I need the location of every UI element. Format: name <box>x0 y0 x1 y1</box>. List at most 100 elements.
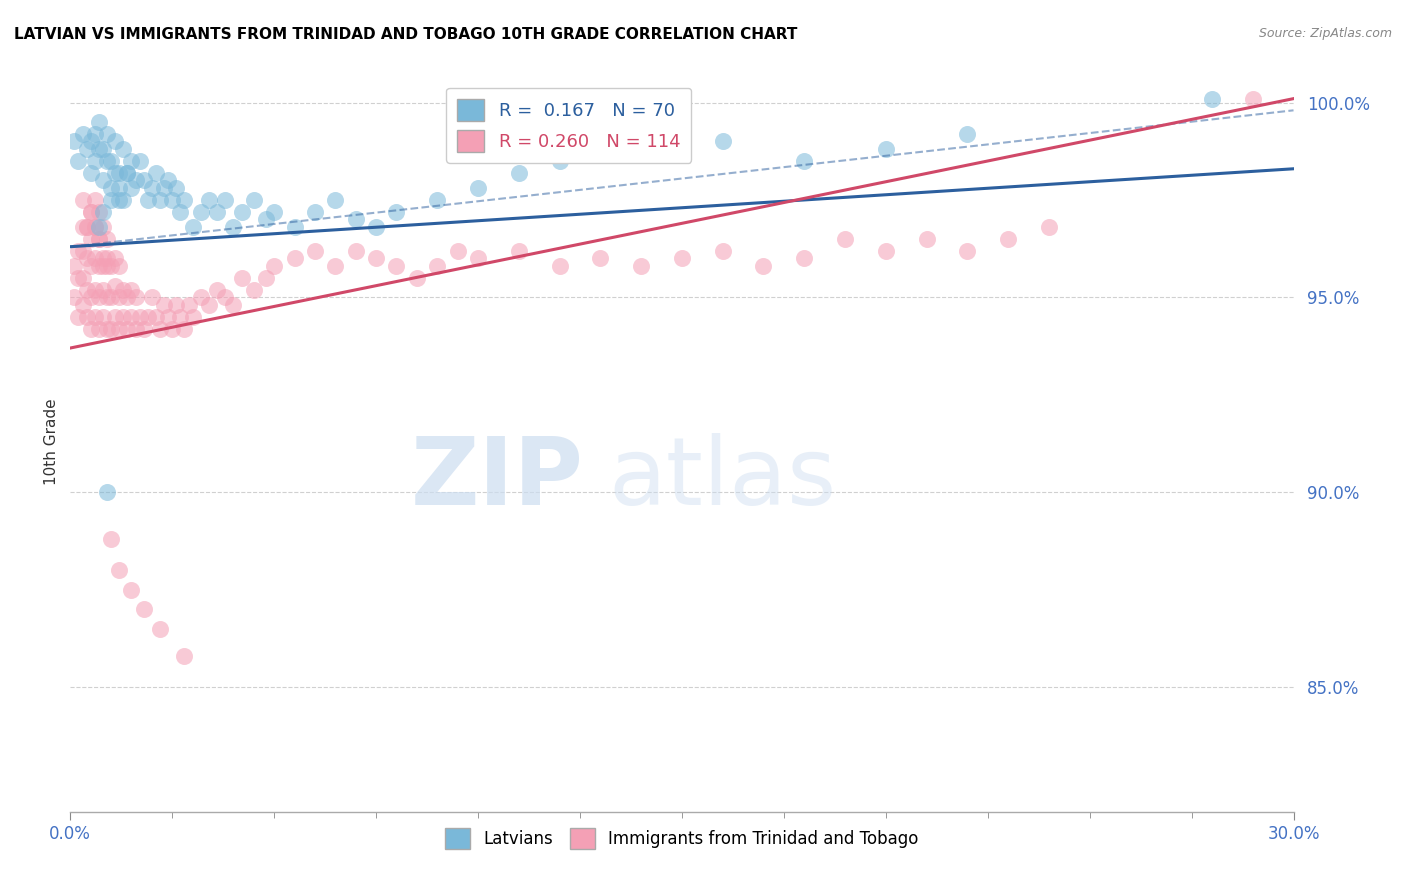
Point <box>344 244 367 258</box>
Point <box>323 259 347 273</box>
Point <box>834 232 856 246</box>
Point <box>67 310 90 324</box>
Point <box>96 321 118 335</box>
Point <box>173 648 195 663</box>
Point <box>304 244 326 258</box>
Point <box>72 193 94 207</box>
Point <box>169 310 191 324</box>
Point <box>83 310 105 324</box>
Point <box>190 290 212 304</box>
Point <box>149 321 172 335</box>
Point <box>162 193 183 207</box>
Text: atlas: atlas <box>609 433 837 524</box>
Point <box>752 259 775 273</box>
Point <box>79 259 103 273</box>
Point <box>124 290 146 304</box>
Point <box>108 259 131 273</box>
Point <box>508 166 530 180</box>
Point <box>205 283 228 297</box>
Point <box>91 310 114 324</box>
Point <box>169 204 191 219</box>
Point <box>284 252 307 266</box>
Point <box>96 485 118 500</box>
Point <box>100 193 122 207</box>
Point <box>467 181 489 195</box>
Point <box>91 220 114 235</box>
Point <box>508 244 530 258</box>
Point <box>72 298 94 312</box>
Point <box>630 142 652 156</box>
Point <box>222 220 245 235</box>
Point <box>173 321 195 335</box>
Point <box>83 220 105 235</box>
Point <box>136 193 159 207</box>
Point <box>108 563 131 577</box>
Point <box>72 127 94 141</box>
Point <box>91 173 114 187</box>
Point <box>83 193 105 207</box>
Point <box>385 204 408 219</box>
Point <box>87 232 110 246</box>
Point <box>104 135 127 149</box>
Y-axis label: 10th Grade: 10th Grade <box>44 398 59 485</box>
Point <box>63 259 86 273</box>
Point <box>104 252 127 266</box>
Point <box>96 259 118 273</box>
Point <box>79 290 103 304</box>
Point <box>121 310 143 324</box>
Point <box>1241 92 1264 106</box>
Point <box>406 271 429 285</box>
Point <box>141 181 163 195</box>
Point <box>132 602 155 616</box>
Point <box>793 153 815 168</box>
Point <box>254 212 277 227</box>
Point <box>67 153 90 168</box>
Point <box>149 193 172 207</box>
Point <box>173 193 195 207</box>
Point <box>100 153 122 168</box>
Point <box>956 244 979 258</box>
Point <box>284 220 307 235</box>
Point <box>589 252 612 266</box>
Point <box>108 193 131 207</box>
Point <box>112 142 135 156</box>
Point <box>117 166 139 180</box>
Point <box>875 244 897 258</box>
Point <box>112 310 135 324</box>
Point <box>243 283 266 297</box>
Point <box>87 321 110 335</box>
Point <box>108 321 131 335</box>
Point <box>72 244 94 258</box>
Point <box>630 259 652 273</box>
Point <box>83 127 105 141</box>
Point <box>304 204 326 219</box>
Point <box>100 181 122 195</box>
Point <box>711 244 734 258</box>
Point <box>214 290 236 304</box>
Point <box>91 259 114 273</box>
Point <box>1038 220 1060 235</box>
Point <box>79 321 103 335</box>
Point <box>96 290 118 304</box>
Point <box>128 310 150 324</box>
Point <box>136 310 159 324</box>
Point <box>385 259 408 273</box>
Point <box>72 220 94 235</box>
Point <box>79 204 103 219</box>
Text: LATVIAN VS IMMIGRANTS FROM TRINIDAD AND TOBAGO 10TH GRADE CORRELATION CHART: LATVIAN VS IMMIGRANTS FROM TRINIDAD AND … <box>14 27 797 42</box>
Point <box>254 271 277 285</box>
Point <box>117 321 139 335</box>
Point <box>177 298 200 312</box>
Point <box>243 193 266 207</box>
Point <box>1201 92 1223 106</box>
Point <box>132 321 155 335</box>
Point <box>87 232 110 246</box>
Point <box>83 220 105 235</box>
Point <box>117 166 139 180</box>
Point <box>198 193 221 207</box>
Point <box>121 181 143 195</box>
Point <box>108 181 131 195</box>
Point <box>198 298 221 312</box>
Point <box>79 204 103 219</box>
Point <box>205 204 228 219</box>
